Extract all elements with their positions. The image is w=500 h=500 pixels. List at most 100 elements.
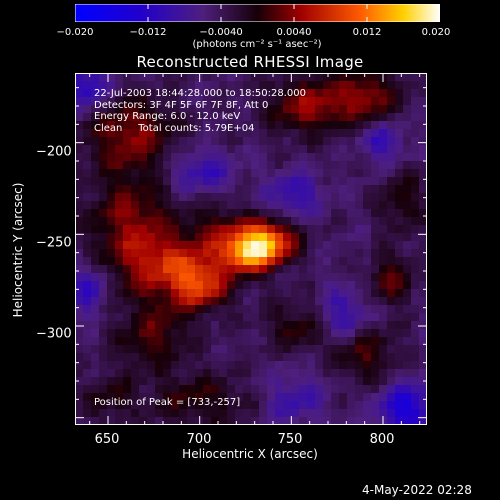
heatmap-cell [75, 305, 84, 314]
heatmap-cell [187, 385, 196, 394]
heatmap-cell [267, 297, 276, 306]
heatmap-cell [419, 97, 427, 106]
heatmap-cell [227, 273, 236, 282]
heatmap-cell [283, 233, 292, 242]
heatmap-cell [83, 153, 92, 162]
heatmap-cell [291, 353, 300, 362]
heatmap-cell [235, 185, 244, 194]
heatmap-cell [275, 121, 284, 130]
heatmap-cell [411, 401, 420, 410]
heatmap-cell [379, 217, 388, 226]
heatmap-cell [83, 281, 92, 290]
heatmap-cell [251, 217, 260, 226]
heatmap-cell [363, 257, 372, 266]
heatmap-cell [315, 249, 324, 258]
heatmap-cell [107, 289, 116, 298]
heatmap-cell [339, 257, 348, 266]
heatmap-cell [227, 401, 236, 410]
heatmap-cell [323, 273, 332, 282]
heatmap-cell [387, 145, 396, 154]
heatmap-cell [339, 193, 348, 202]
heatmap-cell [267, 417, 276, 425]
heatmap-cell [147, 177, 156, 186]
heatmap-cell [115, 385, 124, 394]
heatmap-cell [203, 345, 212, 354]
heatmap-cell [339, 113, 348, 122]
heatmap-cell [219, 233, 228, 242]
heatmap-cell [187, 145, 196, 154]
heatmap-cell [243, 137, 252, 146]
heatmap-cell [347, 105, 356, 114]
heatmap-cell [267, 209, 276, 218]
heatmap-cell [211, 265, 220, 274]
heatmap-cell [267, 305, 276, 314]
heatmap-cell [267, 409, 276, 418]
heatmap-cell [107, 377, 116, 386]
heatmap-cell [411, 313, 420, 322]
heatmap-cell [195, 225, 204, 234]
heatmap-cell [115, 377, 124, 386]
heatmap-cell [139, 337, 148, 346]
heatmap-cell [331, 417, 340, 425]
heatmap-cell [83, 193, 92, 202]
heatmap-cell [219, 289, 228, 298]
heatmap-cell [371, 289, 380, 298]
heatmap-cell [307, 417, 316, 425]
heatmap-cell [403, 273, 412, 282]
colorbar-ticks [147, 4, 368, 22]
method-counts: Clean Total counts: 5.79E+04 [94, 122, 255, 134]
heatmap-cell [147, 409, 156, 418]
heatmap-cell [163, 233, 172, 242]
heatmap-cell [291, 409, 300, 418]
heatmap-cell [155, 225, 164, 234]
heatmap-cell [291, 313, 300, 322]
heatmap-cell [227, 137, 236, 146]
heatmap-cell [275, 241, 284, 250]
heatmap-cell [339, 97, 348, 106]
heatmap-cell [259, 329, 268, 338]
heatmap-cell [195, 305, 204, 314]
heatmap-cell [339, 273, 348, 282]
heatmap-cell [251, 337, 260, 346]
heatmap-cell [83, 265, 92, 274]
heatmap-cell [347, 313, 356, 322]
heatmap-cell [227, 97, 236, 106]
heatmap-cell [411, 81, 420, 90]
heatmap-cell [291, 377, 300, 386]
heatmap-cell [219, 121, 228, 130]
heatmap-cell [307, 393, 316, 402]
heatmap-cell [243, 193, 252, 202]
heatmap-cell [195, 329, 204, 338]
heatmap-cell [75, 121, 84, 130]
heatmap-cell [379, 201, 388, 210]
heatmap-cell [219, 409, 228, 418]
heatmap-cell [283, 89, 292, 98]
heatmap-cell [371, 369, 380, 378]
heatmap-cell [75, 193, 84, 202]
heatmap-cell [163, 145, 172, 154]
heatmap-cell [363, 113, 372, 122]
heatmap-cell [203, 209, 212, 218]
heatmap-cell [355, 217, 364, 226]
heatmap-cell [227, 193, 236, 202]
colorbar-tick-label: −0.020 [56, 27, 94, 38]
heatmap-cell [315, 129, 324, 138]
heatmap-cell [243, 329, 252, 338]
heatmap-cell [363, 369, 372, 378]
heatmap-cell [339, 129, 348, 138]
heatmap-cell [355, 369, 364, 378]
heatmap-cell [99, 177, 108, 186]
heatmap-cell [371, 393, 380, 402]
heatmap-cell [267, 337, 276, 346]
heatmap-cell [155, 345, 164, 354]
heatmap-cell [219, 377, 228, 386]
heatmap-cell [187, 105, 196, 114]
heatmap-cell [387, 313, 396, 322]
heatmap-cell [299, 209, 308, 218]
heatmap-cell [115, 305, 124, 314]
heatmap-cell [379, 257, 388, 266]
heatmap-cell [83, 353, 92, 362]
heatmap-cell [275, 273, 284, 282]
heatmap-cell [419, 193, 427, 202]
heatmap-cell [75, 337, 84, 346]
